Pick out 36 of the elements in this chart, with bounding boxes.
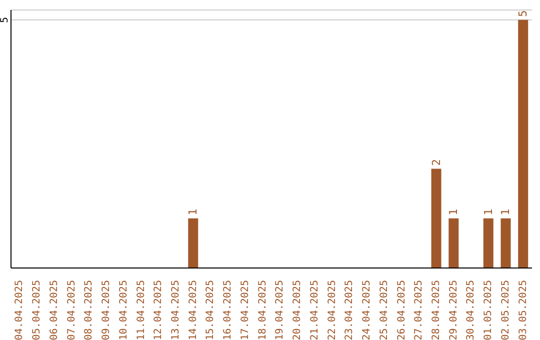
x-tick-label: 06.04.2025 [48,280,60,340]
x-tick-label: 29.04.2025 [448,280,460,340]
x-tick-label: 15.04.2025 [205,280,216,340]
x-tick-label: 16.04.2025 [222,280,234,340]
x-tick-label: 14.04.2025 [188,280,199,340]
x-tick-label: 03.05.2025 [518,280,529,340]
x-tick-label: 18.04.2025 [257,280,268,340]
x-tick-label: 01.05.2025 [483,280,494,340]
x-tick-label: 10.04.2025 [118,280,130,340]
x-tick-label: 07.04.2025 [66,280,78,340]
data-label: 1 [499,208,512,216]
data-label: 1 [447,208,460,216]
x-tick-label: 09.04.2025 [101,280,112,340]
data-label: 1 [482,208,495,216]
x-tick-label: 13.04.2025 [170,280,182,340]
x-tick-label: 02.05.2025 [500,280,512,340]
data-label: 2 [430,159,443,166]
x-tick-label: 24.04.2025 [362,280,373,340]
x-tick-label: 05.04.2025 [32,280,43,340]
x-tick-label: 25.04.2025 [378,280,390,340]
x-tick-label: 08.04.2025 [84,280,95,340]
x-tick-label: 12.04.2025 [153,280,164,340]
data-label: 1 [186,208,200,216]
x-tick-label: 26.04.2025 [396,280,408,340]
x-tick-label: 27.04.2025 [414,280,425,340]
x-tick-label: 21.04.2025 [309,280,320,340]
x-tick-label: 04.04.2025 [14,280,26,340]
x-tick-label: 19.04.2025 [274,280,286,340]
x-tick-label: 17.04.2025 [240,280,251,340]
x-tick-label: 28.04.2025 [430,280,442,340]
x-tick-label: 11.04.2025 [136,280,147,340]
x-tick-label: 22.04.2025 [326,280,338,340]
x-tick-label: 20.04.2025 [292,280,304,340]
x-tick-label: 23.04.2025 [344,280,356,340]
x-tick-label: 30.04.2025 [466,280,477,340]
data-label: 5 [516,10,530,17]
